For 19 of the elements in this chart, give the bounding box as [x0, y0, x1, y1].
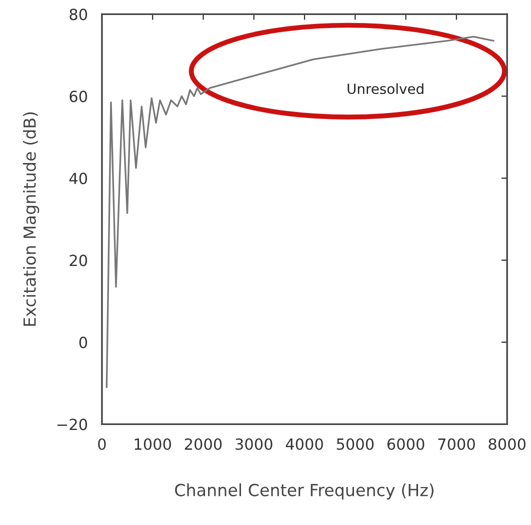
x-tick-label: 8000	[488, 438, 526, 450]
x-tick-label: 5000	[336, 438, 374, 450]
y-tick-label: −20	[57, 418, 88, 430]
y-tick-label: 80	[70, 8, 88, 20]
x-tick-label: 6000	[387, 438, 424, 450]
x-tick-label: 1000	[134, 438, 172, 450]
x-tick-label: 3000	[236, 438, 272, 450]
x-tick-label: 0	[98, 438, 106, 450]
annotation: Unresolved	[348, 83, 424, 94]
y-tick-label: 40	[69, 172, 88, 184]
x-tick-label: 7000	[438, 438, 475, 450]
y-axis-title: Excitation Magnitude (dB)	[23, 112, 40, 326]
x-tick-label: 4000	[286, 438, 323, 450]
y-tick-label: 60	[70, 90, 88, 102]
y-tick-label: 20	[70, 254, 88, 266]
x-tick-label: 2000	[184, 438, 222, 450]
y-tick-label: 0	[79, 336, 88, 348]
line-series	[106, 36, 494, 388]
x-axis-title: Channel Center Frequency (Hz)	[175, 483, 434, 500]
